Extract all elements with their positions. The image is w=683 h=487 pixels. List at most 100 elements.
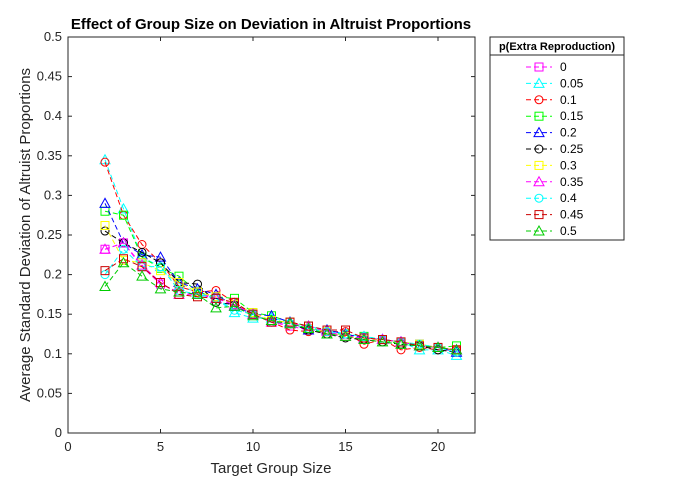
chart-title: Effect of Group Size on Deviation in Alt… xyxy=(71,16,471,33)
legend-label: 0.4 xyxy=(560,191,577,205)
data-point xyxy=(174,271,184,281)
legend-entry: 0.35 xyxy=(526,175,584,189)
legend-marker xyxy=(534,210,544,220)
data-point xyxy=(99,197,111,208)
legend-marker xyxy=(533,77,545,88)
data-point xyxy=(156,278,165,288)
data-point xyxy=(100,220,110,230)
data-point xyxy=(341,325,350,335)
legend-title: p(Extra Reproduction) xyxy=(499,41,615,53)
data-point xyxy=(396,337,406,347)
data-point xyxy=(99,243,111,254)
legend-label: 0.05 xyxy=(560,76,584,90)
legend-label: 0.15 xyxy=(560,109,584,123)
data-point xyxy=(265,309,278,321)
data-point xyxy=(339,330,352,341)
data-point xyxy=(137,247,147,257)
legend-marker xyxy=(533,175,545,187)
data-point xyxy=(247,309,259,321)
legend-marker xyxy=(534,144,544,154)
y-tick-label: 0.2 xyxy=(44,267,62,282)
data-point xyxy=(119,254,128,264)
data-point xyxy=(136,259,148,270)
legend-entry: 0.2 xyxy=(526,126,577,140)
legend-label: 0 xyxy=(560,60,567,74)
x-tick-label: 0 xyxy=(64,439,71,454)
y-tick-label: 0.35 xyxy=(37,148,62,163)
y-tick-label: 0.1 xyxy=(44,346,62,361)
x-tick-label: 20 xyxy=(431,439,445,454)
data-point xyxy=(100,226,110,236)
y-tick-label: 0.15 xyxy=(37,306,62,321)
legend: p(Extra Reproduction) 0 0.05 0.1 0.15 0.2 0.2… xyxy=(489,36,625,241)
y-tick-label: 0.3 xyxy=(44,187,62,202)
data-point xyxy=(358,333,370,345)
legend-marker xyxy=(533,126,545,138)
data-point xyxy=(228,300,241,311)
data-point xyxy=(154,251,167,262)
legend-marker xyxy=(534,160,544,170)
legend-entry: 0.25 xyxy=(526,142,584,156)
legend-label: 0.35 xyxy=(560,175,584,189)
legend-label: 0.5 xyxy=(560,224,577,238)
legend-entries: 0 0.05 0.1 0.15 0.2 0.25 0.3 0.35 0.4 0.45 0.5 xyxy=(526,60,584,238)
data-point xyxy=(302,322,315,333)
y-tick-label: 0 xyxy=(55,425,62,440)
data-point xyxy=(228,306,241,318)
data-point xyxy=(173,285,185,297)
x-tick-label: 5 xyxy=(157,439,164,454)
data-point xyxy=(450,343,463,355)
data-point xyxy=(154,282,167,294)
data-point xyxy=(432,341,444,352)
legend-entry: 0.4 xyxy=(526,191,577,205)
data-point xyxy=(450,349,463,360)
y-tick-label: 0.5 xyxy=(44,29,62,44)
x-tick-label: 10 xyxy=(246,439,260,454)
series-0.5 xyxy=(99,256,463,355)
legend-label: 0.25 xyxy=(560,142,584,156)
legend-entry: 0.5 xyxy=(526,224,577,238)
y-tick-label: 0.4 xyxy=(44,108,62,123)
data-point xyxy=(265,314,278,326)
x-tick-label: 15 xyxy=(338,439,352,454)
data-point xyxy=(304,321,313,331)
plot-area xyxy=(67,36,476,434)
legend-label: 0.2 xyxy=(560,126,577,140)
axes: 0 5 10 15 20 0 0.05 0.1 0.15 0.2 0.25 0.3 0.35 0.4 0.4… xyxy=(37,29,475,454)
data-point xyxy=(284,317,296,329)
data-point xyxy=(191,288,204,299)
legend-marker xyxy=(534,111,544,121)
legend-marker xyxy=(534,95,544,105)
legend-label: 0.45 xyxy=(560,208,584,222)
data-point xyxy=(413,339,426,351)
legend-marker xyxy=(534,193,544,203)
data-point xyxy=(117,256,130,268)
data-point xyxy=(378,335,387,345)
data-point xyxy=(99,280,111,291)
data-point xyxy=(376,335,389,347)
y-axis-label: Average Standard Deviation of Altruist P… xyxy=(17,68,34,402)
legend-box xyxy=(489,36,625,241)
data-point xyxy=(321,327,333,339)
legend-marker xyxy=(533,224,545,236)
data-point xyxy=(193,287,202,297)
data-point xyxy=(100,157,110,167)
legend-entry: 0.3 xyxy=(526,158,577,172)
x-axis-label: Target Group Size xyxy=(211,460,332,477)
data-point xyxy=(136,270,148,281)
data-point xyxy=(395,338,407,349)
legend-label: 0.1 xyxy=(560,93,577,107)
data-point xyxy=(156,262,165,272)
data-point xyxy=(117,236,130,248)
data-point xyxy=(210,301,222,313)
legend-entry: 0.05 xyxy=(526,76,584,90)
data-point xyxy=(119,210,128,220)
data-point xyxy=(100,266,110,276)
legend-entry: 0.1 xyxy=(526,93,577,107)
legend-marker xyxy=(534,62,544,72)
legend-label: 0.3 xyxy=(560,158,577,172)
data-point xyxy=(119,244,128,254)
y-tick-label: 0.05 xyxy=(37,385,62,400)
legend-entry: 0.15 xyxy=(526,109,584,123)
